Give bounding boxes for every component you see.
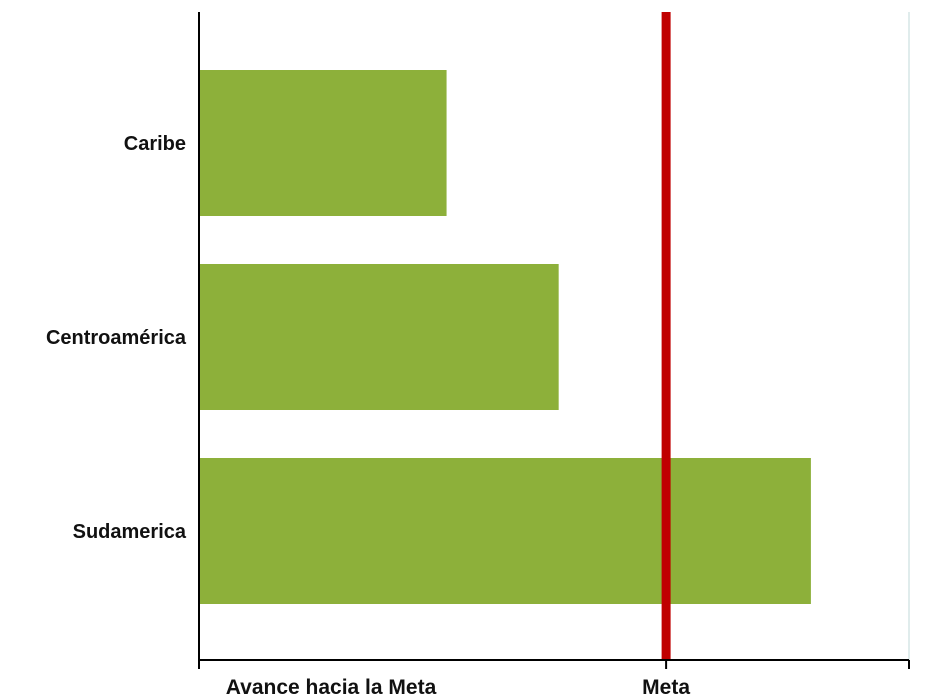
category-label: Sudamerica bbox=[73, 521, 187, 543]
category-label: Caribe bbox=[124, 133, 186, 155]
x-tick-label: Meta bbox=[642, 676, 690, 698]
bar-caribe bbox=[199, 70, 447, 216]
plot-area: Caribe Centroamérica Sudamerica Avance haci… bbox=[46, 12, 910, 698]
x-tick-label: Avance hacia la Meta bbox=[226, 676, 437, 698]
bar-sudamerica bbox=[199, 458, 811, 604]
bar-centroamérica bbox=[199, 264, 559, 410]
category-label: Centroamérica bbox=[46, 327, 187, 349]
